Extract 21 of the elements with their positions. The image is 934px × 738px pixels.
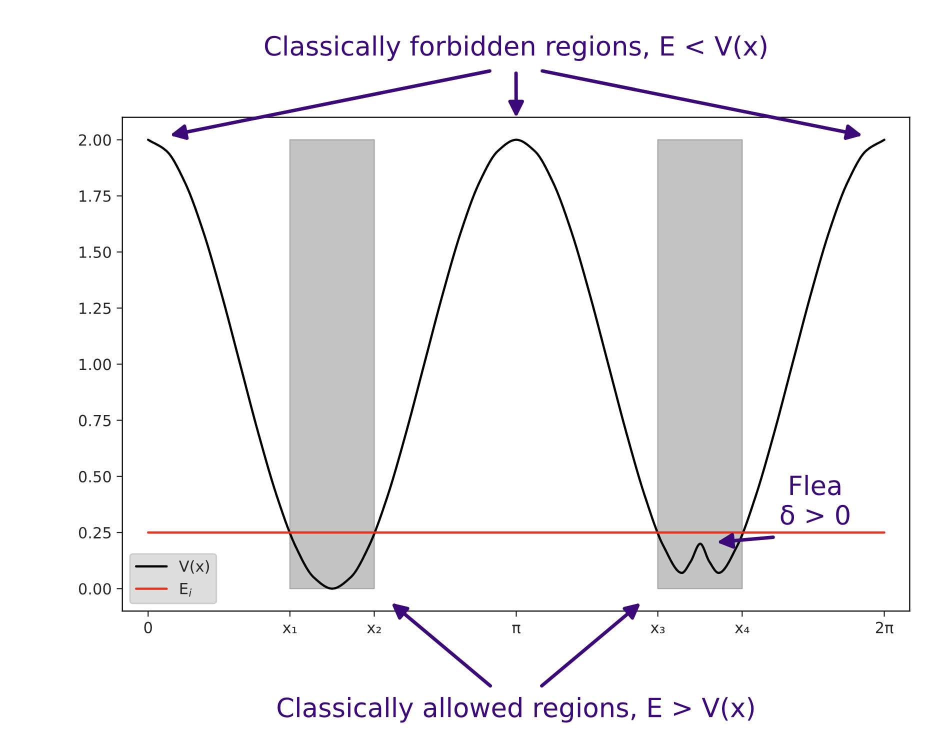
y-tick-label: 0.25 [78,526,111,539]
y-tick-label: 0.50 [78,470,111,482]
y-tick-label: 1.50 [80,246,111,258]
x-tick-label: x₂ [367,624,381,634]
x-tick-label: 2π [876,622,894,634]
x-tick-label: 0 [144,622,152,634]
y-tick-label: 1.25 [80,302,111,314]
y-tick-label: 0.00 [78,583,111,595]
x-tick-label: x₁ [282,624,297,634]
x-tick-label: x₄ [735,624,750,634]
text: Classically forbidden regions, E < V(x) [264,35,766,61]
legend-label: E$_{i}$ [180,582,192,597]
x-tick-label: π [512,624,520,634]
y-tick-label: 0.75 [78,414,111,426]
legend-label: V(x) [179,560,209,574]
y-tick-label: 1.75 [80,190,111,202]
y-tick-label: 2.00 [79,134,111,146]
y-tick-label: 1.00 [80,358,111,370]
text: Classically allowed regions, E > V(x) [278,697,754,723]
x-tick-label: x₃ [650,624,665,634]
annotation: Flea δ > 0 [780,474,850,525]
